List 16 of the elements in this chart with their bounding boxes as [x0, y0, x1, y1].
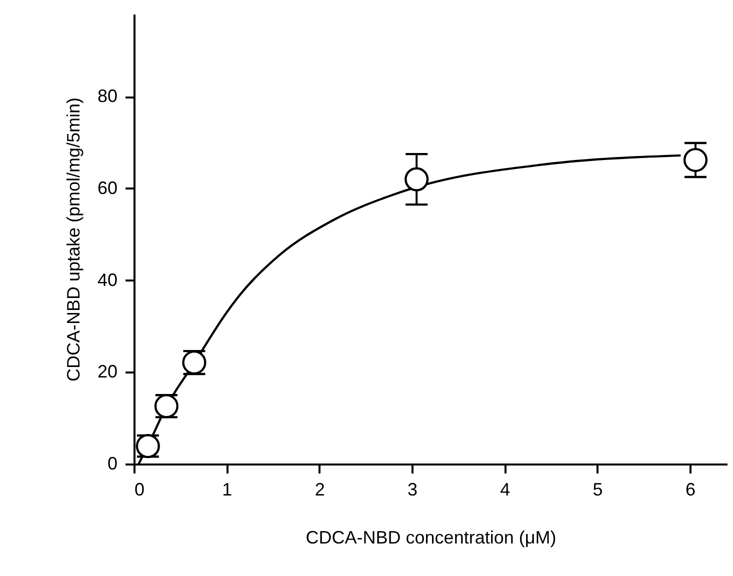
y-tick-label: 60	[97, 178, 118, 198]
y-tick-label: 80	[97, 86, 118, 106]
y-tick-label: 0	[107, 454, 118, 474]
x-tick-label: 3	[407, 480, 418, 500]
x-tick-label: 0	[134, 480, 145, 500]
x-tick-label: 2	[314, 480, 325, 500]
y-tick-label: 20	[97, 362, 118, 382]
point	[404, 167, 429, 192]
x-tick-label: 6	[685, 480, 696, 500]
x-tick-label: 5	[592, 480, 603, 500]
x-tick-label: 4	[500, 480, 510, 500]
y-axis-title: CDCA-NBD uptake (pmol/mg/5min)	[63, 97, 84, 382]
x-tick-label: 1	[222, 480, 232, 500]
x-axis-title: CDCA-NBD concentration (μM)	[306, 528, 556, 548]
y-tick-label: 40	[97, 270, 118, 290]
point	[683, 148, 708, 172]
